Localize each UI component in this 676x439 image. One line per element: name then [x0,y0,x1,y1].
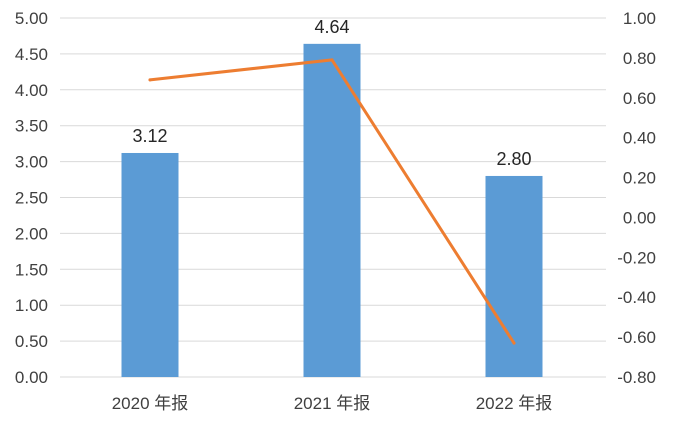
y-left-tick-label: 0.00 [15,368,48,387]
y-left-tick-label: 4.00 [15,81,48,100]
bar-data-label: 3.12 [132,126,167,146]
y-left-tick-label: 3.50 [15,117,48,136]
y-right-tick-label: 0.00 [623,208,656,227]
y-left-tick-label: 1.00 [15,296,48,315]
bar-data-label: 4.64 [314,17,349,37]
y-left-tick-label: 0.50 [15,332,48,351]
line-point [512,341,516,345]
y-right-tick-label: 0.80 [623,49,656,68]
x-tick-label: 2022 年报 [476,394,553,413]
y-right-tick-label: 1.00 [623,9,656,28]
y-left-tick-label: 3.00 [15,153,48,172]
x-tick-label: 2020 年报 [112,394,189,413]
y-left-tick-label: 2.00 [15,224,48,243]
y-right-tick-label: 0.20 [623,169,656,188]
y-right-tick-label: 0.60 [623,89,656,108]
y-left-tick-label: 2.50 [15,189,48,208]
y-left-tick-label: 1.50 [15,260,48,279]
y-right-tick-label: -0.80 [617,368,656,387]
y-right-tick-label: 0.40 [623,129,656,148]
y-left-tick-label: 5.00 [15,9,48,28]
bar [121,152,179,377]
y-right-tick-label: -0.20 [617,248,656,267]
y-right-tick-label: -0.60 [617,328,656,347]
bar [303,43,361,378]
bar-data-label: 2.80 [496,149,531,169]
line-point [148,78,152,82]
line-point [330,58,334,62]
y-right-tick-label: -0.40 [617,288,656,307]
bar [485,175,543,377]
x-tick-label: 2021 年报 [294,394,371,413]
y-left-tick-label: 4.50 [15,45,48,64]
